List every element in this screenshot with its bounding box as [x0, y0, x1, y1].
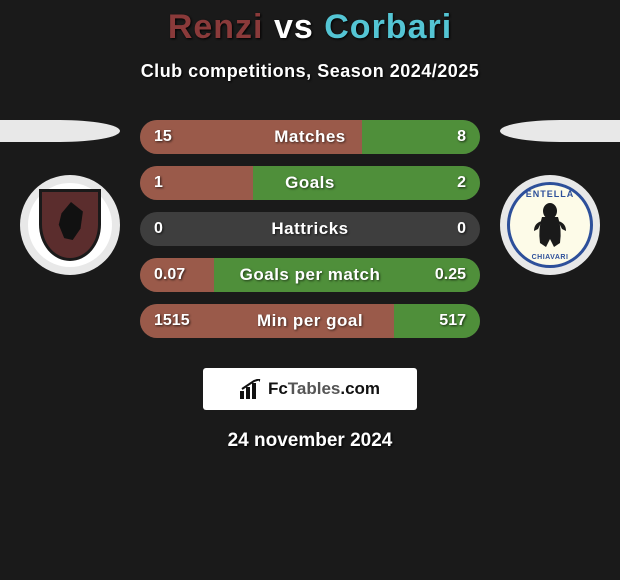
brand-text: FcTables.com	[268, 379, 380, 399]
player1-name: Renzi	[168, 8, 264, 46]
crest-right-figure	[528, 199, 572, 251]
shadow-ellipse-left	[0, 120, 120, 142]
brand-tables: Tables	[288, 379, 341, 398]
vs-text: vs	[274, 8, 314, 46]
stat-label: Hattricks	[140, 219, 480, 239]
stat-row: 00Hattricks	[140, 212, 480, 246]
crest-right-text-top: ENTELLA	[526, 189, 575, 199]
date-text: 24 november 2024	[0, 430, 620, 452]
brand-fc: Fc	[268, 379, 288, 398]
stat-row: 0.070.25Goals per match	[140, 258, 480, 292]
club-badge-right: ENTELLA CHIAVARI	[500, 175, 600, 275]
crest-left-shield	[39, 189, 101, 261]
stat-row: 12Goals	[140, 166, 480, 200]
content-area: ENTELLA CHIAVARI 158Matches 12Goals 00Hatt…	[0, 120, 620, 350]
chart-icon	[240, 379, 262, 399]
comparison-infographic: Renzi vs Corbari Club competitions, Seas…	[0, 0, 620, 452]
stat-row: 1515517Min per goal	[140, 304, 480, 338]
title: Renzi vs Corbari	[0, 0, 620, 47]
brand-logo: FcTables.com	[203, 368, 417, 410]
stat-label: Goals	[140, 173, 480, 193]
stat-label: Goals per match	[140, 265, 480, 285]
stat-label: Min per goal	[140, 311, 480, 331]
shadow-ellipse-right	[500, 120, 620, 142]
stat-label: Matches	[140, 127, 480, 147]
subtitle: Club competitions, Season 2024/2025	[0, 61, 620, 82]
stat-bars: 158Matches 12Goals 00Hattricks 0.070.25Goal…	[140, 120, 480, 350]
player2-name: Corbari	[324, 8, 452, 46]
crest-left	[28, 183, 112, 267]
crest-right-text-bottom: CHIAVARI	[532, 254, 569, 261]
crest-right: ENTELLA CHIAVARI	[507, 182, 593, 268]
stat-row: 158Matches	[140, 120, 480, 154]
club-badge-left	[20, 175, 120, 275]
brand-dotcom: .com	[340, 379, 380, 398]
